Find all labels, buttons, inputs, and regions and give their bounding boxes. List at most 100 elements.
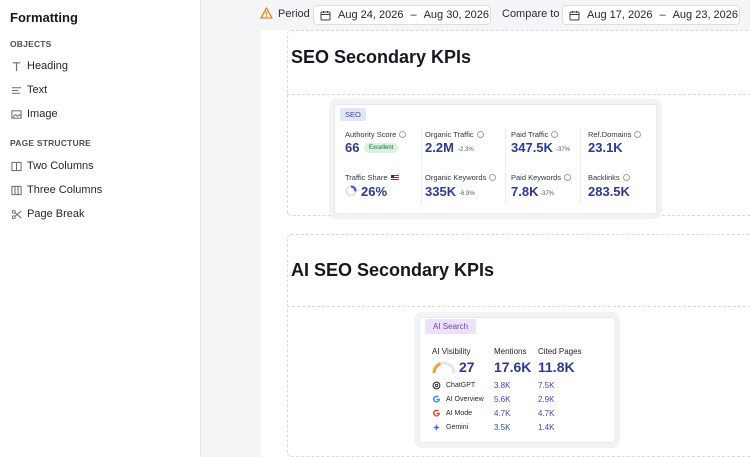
chatgpt-mentions: 3.8K: [494, 381, 511, 390]
period-end: Aug 30, 2026: [423, 9, 490, 21]
google-icon: [433, 409, 440, 417]
traffic-share-donut-icon: [345, 185, 357, 197]
gemini-mentions: 3.5K: [494, 423, 511, 432]
paid-keywords-delta: -37%: [540, 191, 555, 197]
section-objects-label: OBJECTS: [10, 39, 52, 49]
compare-start: Aug 17, 2026: [587, 9, 653, 21]
organic-traffic-delta: -2.3%: [458, 147, 474, 153]
paid-traffic-delta: -37%: [556, 147, 571, 153]
gemini-icon: [432, 423, 441, 432]
seo-kpi-card: SEO Authority Score 66 Excellent Organic…: [334, 104, 657, 214]
section-divider: [287, 306, 750, 307]
sidebar-title: Formatting: [10, 10, 78, 25]
mentions-value: 17.6K: [494, 359, 532, 375]
ai-visibility-value: 27: [459, 359, 475, 375]
compare-date-picker[interactable]: Aug 17, 2026 – Aug 23, 2026: [562, 5, 740, 25]
three-columns-icon: [10, 184, 22, 196]
section-page-structure-label: PAGE STRUCTURE: [10, 138, 92, 148]
backlinks-value: 283.5K: [588, 184, 630, 199]
info-icon: [489, 174, 497, 181]
ai-overview-mentions: 5.6K: [494, 395, 511, 404]
organic-traffic-value: 2.2M: [425, 140, 454, 155]
authority-score-label: Authority Score: [345, 130, 407, 139]
page-break-icon: [10, 208, 22, 220]
paid-traffic-label: Paid Traffic: [511, 130, 559, 139]
calendar-icon: [569, 10, 580, 20]
heading-icon: [10, 60, 22, 72]
ai-mode-mentions: 4.7K: [494, 409, 511, 418]
divider: [421, 129, 422, 204]
text-icon: [10, 84, 22, 96]
ai-section-title: AI SEO Secondary KPIs: [291, 260, 495, 280]
ref-domains-label: Ref.Domains: [588, 130, 642, 139]
engine-row-gemini: Gemini: [432, 423, 468, 432]
ai-visibility-gauge: [432, 361, 456, 374]
us-flag-icon: [390, 175, 399, 180]
sidebar-item-label: Image: [27, 108, 58, 120]
section-divider: [287, 94, 750, 95]
warning-icon: [260, 7, 273, 19]
image-icon: [10, 108, 22, 120]
info-icon: [564, 174, 572, 181]
seo-tag: SEO: [340, 108, 366, 121]
paid-keywords-label: Paid Keywords: [511, 173, 572, 182]
compare-label: Compare to: [502, 8, 560, 20]
paid-traffic-value: 347.5K: [511, 140, 553, 155]
chatgpt-cited: 7.5K: [538, 381, 555, 390]
ai-overview-cited: 2.9K: [538, 395, 555, 404]
backlinks-label: Backlinks: [588, 173, 630, 182]
period-start: Aug 24, 2026: [338, 9, 404, 21]
authority-score-value: 66: [345, 140, 360, 155]
cited-pages-label: Cited Pages: [538, 347, 582, 356]
google-icon: [433, 395, 440, 403]
sidebar-item-label: Three Columns: [27, 184, 103, 196]
gemini-cited: 1.4K: [538, 423, 555, 432]
engine-row-ai-mode: AI Mode: [432, 409, 472, 418]
period-label: Period: [278, 8, 310, 20]
sidebar-item-label: Heading: [27, 60, 68, 72]
info-icon: [622, 174, 630, 181]
sidebar-item-label: Text: [27, 84, 48, 96]
compare-separator: –: [659, 9, 666, 21]
ai-mode-cited: 4.7K: [538, 409, 555, 418]
ref-domains-value: 23.1K: [588, 140, 623, 155]
sidebar-item-label: Page Break: [27, 208, 85, 220]
divider: [505, 129, 506, 204]
compare-end: Aug 23, 2026: [672, 9, 739, 21]
period-separator: –: [410, 9, 417, 21]
organic-traffic-label: Organic Traffic: [425, 130, 484, 139]
period-date-picker[interactable]: Aug 24, 2026 – Aug 30, 2026: [313, 5, 491, 25]
info-icon: [399, 131, 407, 138]
ai-search-tag: AI Search: [425, 319, 477, 334]
sidebar-item-image[interactable]: Image: [10, 105, 190, 123]
info-icon: [551, 131, 559, 138]
cited-pages-value: 11.8K: [538, 359, 575, 375]
divider: [580, 129, 581, 204]
traffic-share-value: 26%: [361, 184, 388, 199]
engine-row-chatgpt: ChatGPT: [432, 381, 475, 390]
two-columns-icon: [10, 160, 22, 172]
calendar-icon: [320, 10, 331, 20]
seo-section-title: SEO Secondary KPIs: [291, 47, 472, 67]
sidebar-item-page-break[interactable]: Page Break: [10, 205, 190, 223]
chatgpt-icon: [432, 381, 441, 390]
sidebar-item-text[interactable]: Text: [10, 81, 190, 99]
traffic-share-label: Traffic Share: [345, 173, 399, 182]
engine-row-ai-overview: AI Overview: [432, 395, 484, 404]
ai-visibility-label: AI Visibility: [432, 347, 471, 356]
paid-keywords-value: 7.8K: [511, 184, 539, 199]
organic-keywords-delta: -6.9%: [459, 191, 475, 197]
sidebar-item-two-columns[interactable]: Two Columns: [10, 157, 190, 175]
sidebar-item-three-columns[interactable]: Three Columns: [10, 181, 190, 199]
authority-badge: Excellent: [364, 143, 399, 153]
info-icon: [634, 131, 642, 138]
mentions-label: Mentions: [494, 347, 527, 356]
sidebar-item-label: Two Columns: [27, 160, 94, 172]
report-editor: Period Aug 24, 2026 – Aug 30, 2026 Compa…: [201, 0, 750, 457]
formatting-sidebar: Formatting OBJECTS Heading Text Image PA…: [0, 0, 201, 457]
organic-keywords-label: Organic Keywords: [425, 173, 497, 182]
organic-keywords-value: 335K: [425, 184, 457, 199]
ai-search-card: AI Search AI Visibility 27 Mentions 17.6…: [419, 317, 615, 443]
info-icon: [476, 131, 484, 138]
sidebar-item-heading[interactable]: Heading: [10, 57, 190, 75]
